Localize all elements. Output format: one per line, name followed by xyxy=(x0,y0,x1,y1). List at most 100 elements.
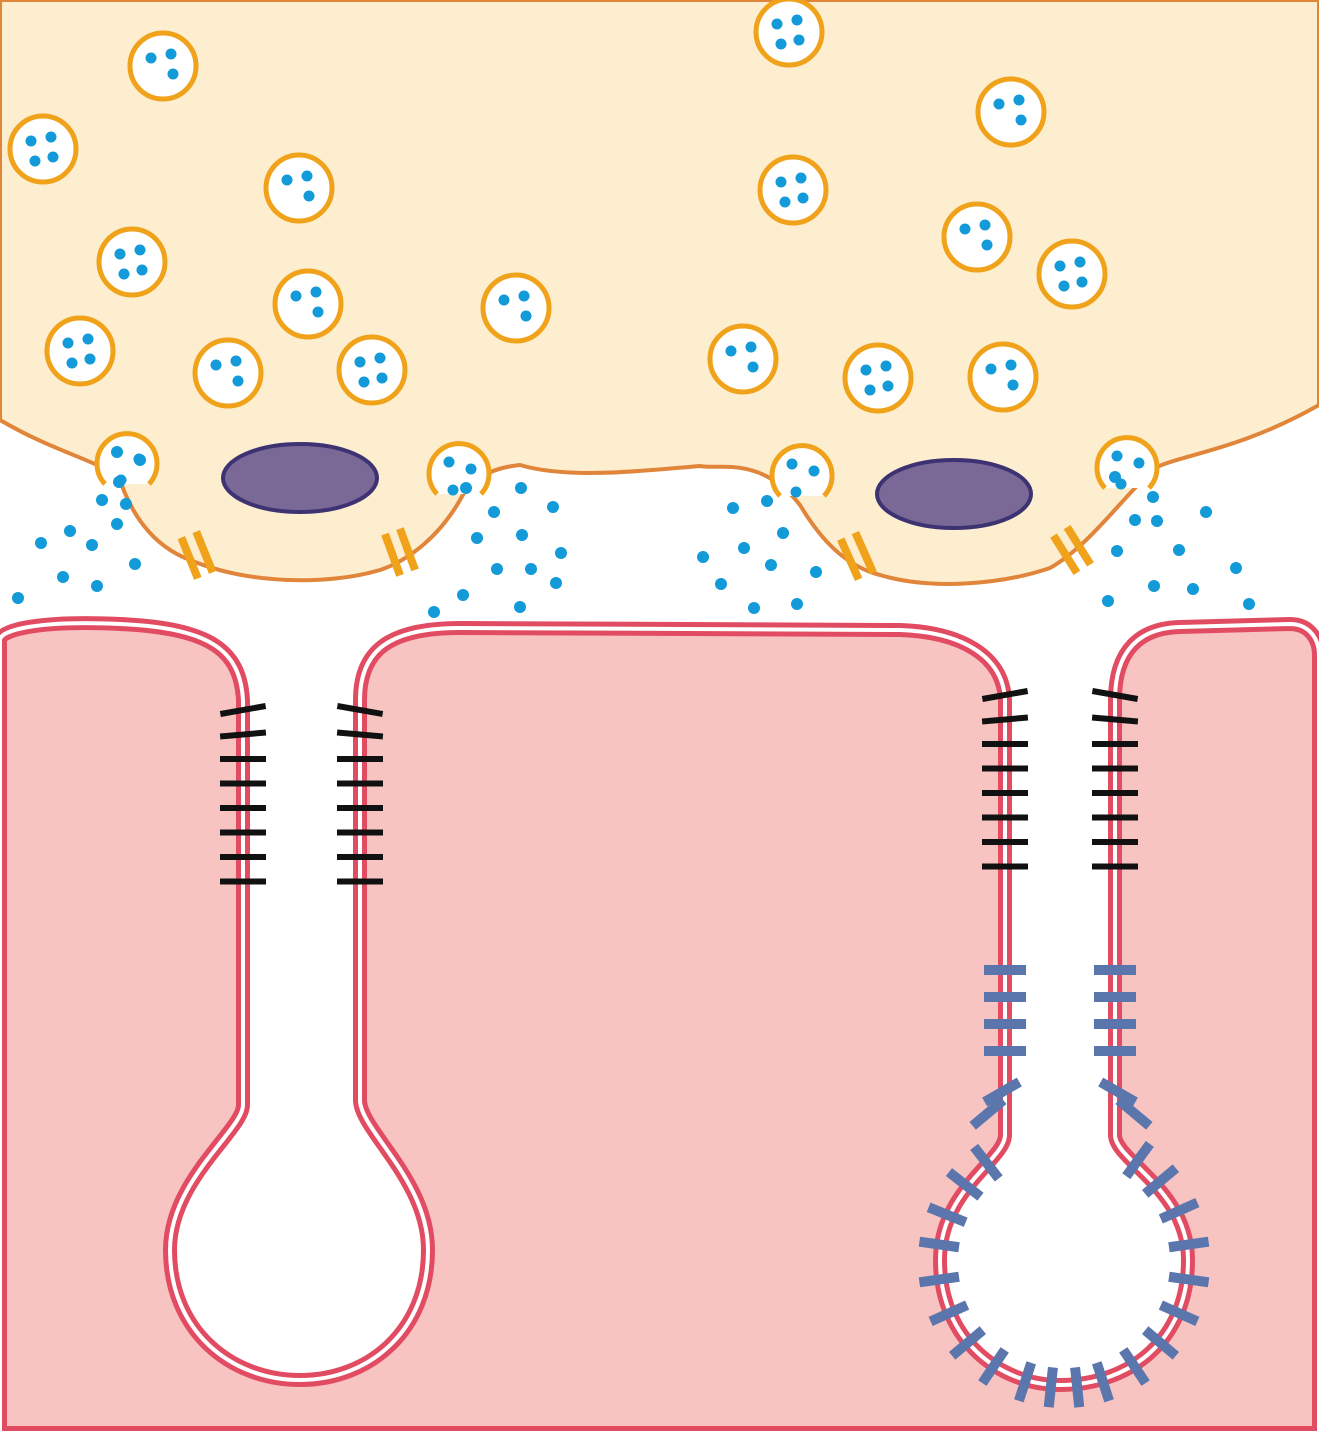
transmitter-molecule xyxy=(1109,471,1121,483)
receptor-tick-icon xyxy=(982,839,1028,845)
transmitter-molecule xyxy=(1187,583,1199,595)
receptor-tick-icon xyxy=(1092,814,1138,821)
receptor-tick-icon xyxy=(1094,1019,1136,1029)
transmitter-molecule xyxy=(1151,515,1163,527)
receptor-tick-icon xyxy=(1043,1366,1058,1408)
transmitter-molecule xyxy=(460,482,472,494)
transmitter-molecule xyxy=(111,446,123,458)
receptor-tick-icon xyxy=(981,714,1029,725)
transmitter-molecule xyxy=(35,537,47,549)
receptor-tick-icon xyxy=(1158,1198,1200,1224)
transmitter-molecule xyxy=(738,542,750,554)
synaptic-vesicle-icon xyxy=(967,341,1039,413)
receptor-tick-icon xyxy=(1168,1236,1210,1253)
transmitter-molecule xyxy=(120,498,132,510)
synaptic-vesicle-icon xyxy=(336,334,408,406)
transmitter-molecule xyxy=(1102,595,1114,607)
released-transmitter-layer xyxy=(12,446,1255,618)
vesicle-layer xyxy=(7,0,1108,414)
receptor-tick-icon xyxy=(970,1143,1003,1182)
transmitter-molecule xyxy=(471,532,483,544)
transmitter-molecule xyxy=(761,495,773,507)
transmitter-molecule xyxy=(1147,491,1159,503)
receptor-tick-icon xyxy=(984,992,1026,1002)
transmitter-molecule xyxy=(514,601,526,613)
receptor-tick-icon xyxy=(1092,765,1138,772)
transmitter-molecule xyxy=(715,578,727,590)
receptor-layer-blue xyxy=(918,965,1210,1408)
receptor-tick-icon xyxy=(984,1019,1026,1029)
transmitter-molecule xyxy=(134,454,146,466)
receptor-tick-icon xyxy=(220,756,266,762)
receptor-tick-icon xyxy=(1141,1326,1180,1360)
transmitter-molecule xyxy=(57,571,69,583)
receptor-tick-icon xyxy=(969,1096,1007,1130)
receptor-tick-icon xyxy=(336,729,384,740)
receptor-tick-icon xyxy=(337,756,383,762)
fusing-vesicle-icon xyxy=(769,443,835,498)
receptor-tick-icon xyxy=(1091,688,1139,702)
fusing-vesicle-icon xyxy=(1094,435,1160,490)
receptor-tick-icon xyxy=(219,703,267,717)
receptor-tick-icon xyxy=(926,1202,968,1227)
transmitter-molecule xyxy=(515,482,527,494)
receptor-tick-icon xyxy=(337,829,383,836)
receptor-tick-icon xyxy=(918,1271,960,1288)
receptor-tick-icon xyxy=(337,805,383,811)
transmitter-molecule xyxy=(113,476,125,488)
synaptic-vesicle-icon xyxy=(192,337,264,409)
receptor-tick-icon xyxy=(220,780,266,787)
synaptic-vesicle-icon xyxy=(757,154,829,226)
receptor-tick-icon xyxy=(1098,1077,1138,1107)
receptor-tick-icon xyxy=(336,703,384,717)
transmitter-molecule xyxy=(96,494,108,506)
transmitter-molecule xyxy=(516,529,528,541)
receptor-tick-icon xyxy=(945,1168,984,1201)
receptor-tick-icon xyxy=(1141,1164,1180,1198)
receptor-tick-icon xyxy=(984,1046,1026,1056)
transmitter-molecule xyxy=(555,547,567,559)
dense-bar-layer xyxy=(221,442,1033,530)
synaptic-vesicle-icon xyxy=(480,272,552,344)
synaptic-vesicle-icon xyxy=(842,342,914,414)
receptor-tick-icon xyxy=(918,1236,960,1253)
transmitter-molecule xyxy=(777,527,789,539)
receptor-tick-icon xyxy=(984,965,1026,975)
transmitter-molecule xyxy=(810,566,822,578)
postsynaptic-muscle-fiber xyxy=(0,623,1319,1433)
synaptic-vesicle-icon xyxy=(707,323,779,395)
synaptic-vesicle-icon xyxy=(272,268,344,340)
receptor-tick-icon xyxy=(982,1077,1022,1107)
receptor-tick-icon xyxy=(220,878,266,885)
receptor-tick-icon xyxy=(1092,790,1138,796)
transmitter-molecule xyxy=(457,589,469,601)
synaptic-vesicle-icon xyxy=(941,201,1013,273)
transmitter-molecule xyxy=(697,551,709,563)
transmitter-molecule xyxy=(1200,506,1212,518)
receptor-tick-icon xyxy=(1092,1361,1114,1403)
receptor-tick-icon xyxy=(220,829,266,836)
ion-channel-icon xyxy=(837,531,877,581)
synaptic-vesicle-icon xyxy=(753,0,825,68)
receptor-tick-icon xyxy=(1168,1271,1210,1288)
receptor-tick-icon xyxy=(982,790,1028,796)
ion-channel-icon xyxy=(1050,524,1094,576)
receptor-tick-icon xyxy=(981,688,1029,702)
receptor-tick-icon xyxy=(1091,714,1139,725)
ion-channel-icon xyxy=(381,527,419,577)
synaptic-vesicle-icon xyxy=(263,152,335,224)
receptor-tick-icon xyxy=(337,780,383,787)
transmitter-molecule xyxy=(525,563,537,575)
receptor-tick-icon xyxy=(1092,741,1138,747)
receptor-tick-icon xyxy=(982,741,1028,747)
active-zone-dense-bar-icon xyxy=(221,442,379,514)
receptor-tick-icon xyxy=(978,1347,1009,1386)
receptor-tick-icon xyxy=(1158,1300,1200,1326)
receptor-tick-icon xyxy=(1122,1140,1154,1180)
transmitter-molecule xyxy=(727,502,739,514)
transmitter-molecule xyxy=(488,506,500,518)
presynaptic-nerve-terminal xyxy=(0,0,1319,586)
transmitter-molecule xyxy=(91,580,103,592)
